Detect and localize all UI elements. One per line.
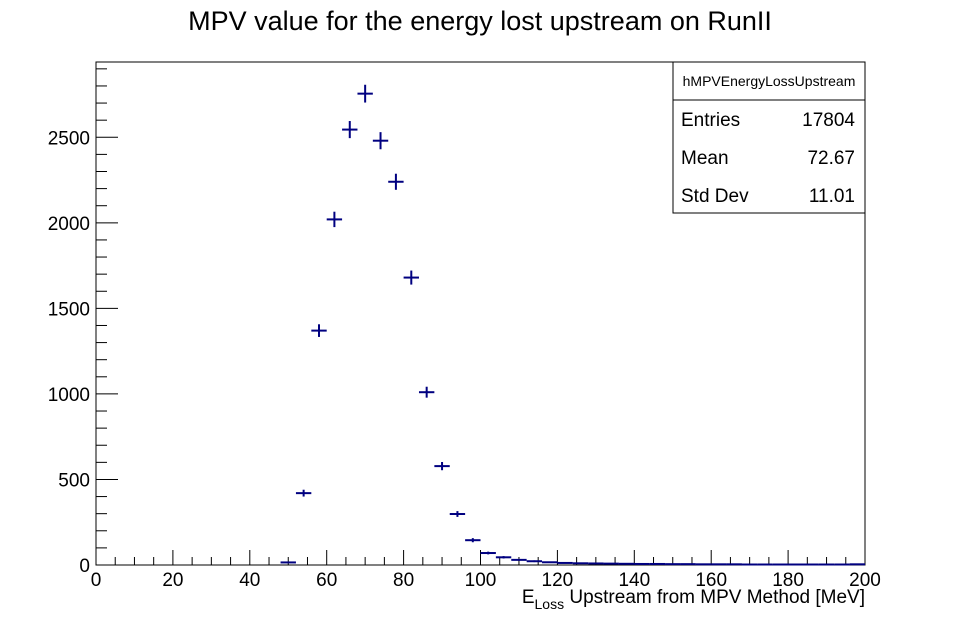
x-tick-label: 120	[542, 570, 574, 591]
stats-box: hMPVEnergyLossUpstream Entries 17804 Mea…	[672, 61, 866, 214]
data-point	[388, 173, 404, 190]
data-point	[326, 211, 343, 228]
x-tick-label: 140	[618, 570, 650, 591]
data-point	[757, 563, 773, 566]
data-point	[434, 462, 450, 471]
data-point	[726, 563, 742, 566]
data-point	[542, 561, 558, 564]
stats-box-title: hMPVEnergyLossUpstream	[683, 73, 856, 89]
data-point	[711, 563, 727, 566]
data-point	[834, 563, 850, 566]
y-axis: 0 500 1000 1500 2000 2500	[48, 68, 118, 577]
data-points	[280, 84, 865, 566]
x-tick-label: 80	[393, 570, 414, 591]
data-point	[480, 551, 496, 555]
x-tick-label: 60	[316, 570, 337, 591]
x-axis: 0 20 40 60 80 100 120 140 160 180 200	[91, 550, 881, 591]
chart-title: MPV value for the energy lost upstream o…	[188, 6, 772, 36]
data-point	[449, 511, 466, 517]
stats-entries-label: Entries	[681, 110, 740, 131]
x-tick-label: 200	[849, 570, 881, 591]
data-point	[665, 563, 681, 566]
data-point	[418, 386, 435, 398]
y-tick-label: 1500	[48, 299, 90, 320]
data-point	[526, 560, 543, 563]
data-point	[788, 563, 804, 566]
stats-stddev-value: 11.01	[809, 186, 855, 207]
data-point	[695, 563, 712, 566]
data-point	[511, 558, 527, 561]
data-point	[649, 562, 666, 565]
data-point	[588, 562, 604, 565]
data-point	[372, 132, 389, 150]
data-point	[772, 563, 789, 566]
data-point	[557, 561, 573, 564]
data-point	[634, 562, 650, 565]
data-point	[603, 562, 619, 565]
data-point	[280, 561, 296, 564]
y-tick-label: 0	[79, 556, 90, 577]
data-point	[803, 563, 819, 566]
stats-mean-label: Mean	[681, 148, 729, 169]
y-tick-label: 2000	[48, 214, 90, 235]
x-tick-label: 20	[162, 570, 183, 591]
x-axis-label: ELoss Upstream from MPV Method [MeV]	[522, 587, 865, 612]
y-tick-label: 1000	[48, 385, 90, 406]
data-point	[849, 563, 865, 566]
x-tick-label: 40	[239, 570, 260, 591]
x-tick-label: 0	[91, 570, 102, 591]
y-tick-label: 500	[58, 470, 90, 491]
data-point	[342, 121, 358, 139]
data-point	[741, 563, 758, 566]
data-point	[572, 562, 589, 565]
data-point	[465, 538, 481, 543]
data-point	[618, 562, 635, 565]
stats-stddev-label: Std Dev	[681, 186, 749, 207]
stats-mean-value: 72.67	[807, 148, 855, 169]
data-point	[311, 324, 327, 337]
data-point	[357, 84, 373, 103]
x-tick-label: 100	[465, 570, 497, 591]
data-point	[403, 270, 419, 285]
stats-entries-value: 17804	[802, 110, 855, 131]
data-point	[818, 563, 835, 566]
y-tick-label: 2500	[48, 128, 90, 149]
data-point	[495, 556, 512, 559]
x-tick-label: 180	[772, 570, 804, 591]
data-point	[680, 563, 696, 566]
x-tick-label: 160	[695, 570, 727, 591]
data-point	[295, 489, 312, 497]
